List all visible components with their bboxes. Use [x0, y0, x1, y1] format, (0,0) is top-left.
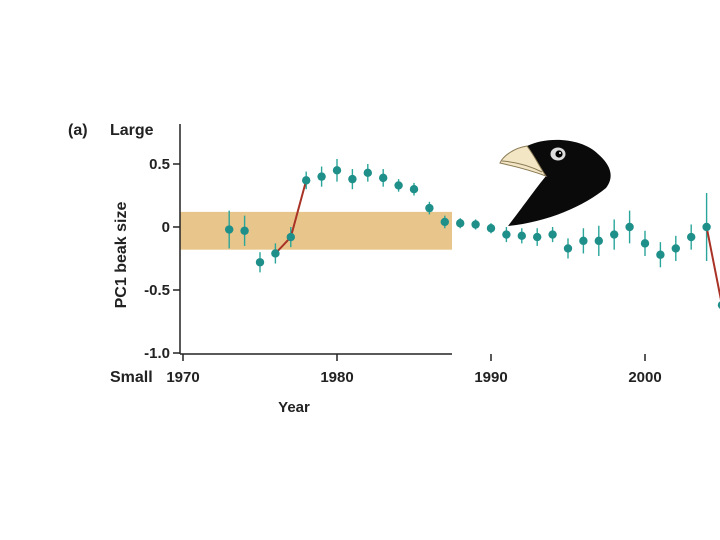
- data-point: [625, 222, 634, 232]
- finch-eye-glint: [559, 152, 561, 154]
- selection-line: [705, 226, 720, 301]
- finch-head-illustration: [499, 139, 611, 226]
- data-point: [471, 220, 480, 229]
- data-point: [240, 226, 249, 235]
- finch-beak-line: [501, 160, 543, 173]
- x-tick-label: 1970: [166, 369, 199, 386]
- y-bottom-label: Small: [110, 369, 153, 386]
- data-point: [394, 181, 403, 190]
- y-top-label: Large: [110, 122, 154, 139]
- data-point: [456, 219, 465, 228]
- panel-label: (a): [68, 122, 88, 139]
- data-point: [579, 236, 588, 246]
- x-tick-label: 1980: [320, 369, 353, 386]
- data-point: [517, 231, 526, 241]
- data-point: [255, 258, 265, 267]
- data-point: [286, 232, 295, 242]
- stasis-band: [180, 211, 452, 250]
- data-point: [610, 230, 619, 239]
- data-point: [332, 166, 342, 175]
- y-tick-label: 0.5: [149, 156, 170, 173]
- x-tick-label: 2000: [628, 369, 661, 386]
- data-point: [409, 185, 419, 194]
- y-tick-label: -0.5: [144, 282, 170, 299]
- data-point: [271, 249, 280, 258]
- finch-eye: [555, 150, 563, 158]
- data-point: [548, 230, 557, 239]
- data-point: [502, 230, 511, 239]
- x-axis-label: Year: [278, 399, 310, 416]
- data-point: [671, 244, 680, 253]
- data-point: [563, 244, 573, 253]
- data-point: [348, 174, 357, 184]
- data-point: [363, 168, 372, 178]
- data-point: [317, 172, 326, 181]
- data-point: [687, 232, 696, 242]
- data-point: [702, 222, 711, 232]
- data-point: [656, 250, 665, 259]
- data-point: [594, 236, 603, 246]
- x-tick-label: 1990: [474, 369, 507, 386]
- data-point: [302, 176, 311, 185]
- y-tick-label: -1.0: [144, 345, 170, 362]
- data-point: [379, 173, 388, 183]
- data-point: [717, 301, 720, 309]
- data-point: [640, 239, 650, 248]
- y-tick-label: 0: [162, 219, 170, 236]
- data-point: [225, 225, 234, 234]
- data-point: [486, 224, 496, 233]
- data-point: [440, 217, 449, 227]
- data-point: [533, 232, 542, 242]
- y-axis-label: PC1 beak size: [113, 202, 130, 309]
- chart-labels: (a) Large Small Year PC1 beak size: [68, 122, 310, 416]
- plot-area: 0.5 0 -0.5 -1.0 1970 1980 1990 2000: [144, 124, 720, 386]
- data-point: [425, 203, 434, 213]
